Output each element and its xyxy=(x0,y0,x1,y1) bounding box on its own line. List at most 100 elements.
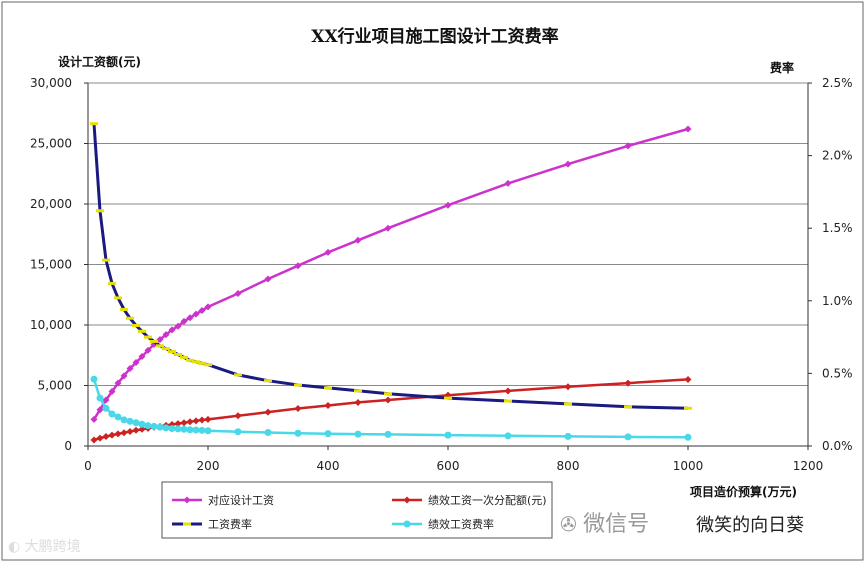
x-tick-label: 1200 xyxy=(793,459,824,473)
data-point xyxy=(384,396,392,404)
data-point xyxy=(186,314,194,322)
data-point xyxy=(504,432,512,440)
data-point xyxy=(403,520,411,528)
y2-tick-label: 1.5% xyxy=(822,221,853,235)
series-绩效工资一次分配额(元) xyxy=(90,375,692,444)
y2-tick-label: 1.0% xyxy=(822,294,853,308)
data-point xyxy=(126,427,134,435)
grid xyxy=(88,82,808,386)
series-工资费率 xyxy=(90,122,692,410)
data-point xyxy=(114,430,122,438)
data-point xyxy=(354,236,362,244)
data-point xyxy=(168,326,176,334)
x-tick-label: 800 xyxy=(557,459,580,473)
wechat-icon: ✇ xyxy=(560,512,584,536)
legend-label: 绩效工资费率 xyxy=(428,517,494,531)
data-point xyxy=(564,383,572,391)
data-point xyxy=(204,415,212,423)
data-point xyxy=(174,322,182,330)
x-tick-label: 0 xyxy=(84,459,92,473)
data-point xyxy=(102,404,110,412)
data-point xyxy=(132,419,140,427)
data-point xyxy=(186,426,194,434)
y-tick-label: 30,000 xyxy=(30,76,72,90)
data-point xyxy=(198,416,206,424)
data-point xyxy=(156,423,164,431)
data-point xyxy=(102,396,110,404)
data-point xyxy=(192,426,200,434)
data-point xyxy=(162,331,170,339)
data-point xyxy=(192,310,200,318)
data-point xyxy=(324,401,332,409)
legend-label: 绩效工资一次分配额(元) xyxy=(428,493,547,507)
watermark-logo-icon: ◐ xyxy=(8,539,25,555)
data-point xyxy=(108,410,116,418)
tick-labels: 0 5,000 10,000 15,000 20,000 25,000 30,000 0.0%… xyxy=(30,76,853,473)
data-point xyxy=(168,425,176,433)
data-point xyxy=(120,372,128,380)
x-tick-label: 600 xyxy=(437,459,460,473)
data-point xyxy=(564,432,572,440)
x-tick-label: 1000 xyxy=(673,459,704,473)
y2-tick-label: 0.0% xyxy=(822,439,853,453)
y2-tick-label: 2.0% xyxy=(822,149,853,163)
data-point xyxy=(180,425,188,433)
data-point xyxy=(96,434,104,442)
data-point xyxy=(150,422,158,430)
data-point xyxy=(354,398,362,406)
data-point xyxy=(234,290,242,298)
data-point xyxy=(294,429,302,437)
series-绩效工资费率 xyxy=(90,375,692,441)
data-point xyxy=(126,417,134,425)
data-point xyxy=(324,430,332,438)
data-point xyxy=(96,406,104,414)
watermark-wechat-text: 微信号 xyxy=(583,512,650,537)
y2-tick-label: 0.5% xyxy=(822,366,853,380)
data-point xyxy=(204,303,212,311)
data-point xyxy=(144,422,152,430)
x-tick-label: 200 xyxy=(197,459,220,473)
data-point xyxy=(684,433,692,441)
data-point xyxy=(174,425,182,433)
data-point xyxy=(198,306,206,314)
data-point xyxy=(264,408,272,416)
series-group xyxy=(90,122,692,444)
chart-title: XX行业项目施工图设计工资费率 xyxy=(311,26,558,47)
watermark-left-text: 大鹏跨境 xyxy=(24,539,81,555)
data-point xyxy=(120,429,128,437)
data-point xyxy=(162,424,170,432)
data-point xyxy=(444,431,452,439)
data-point xyxy=(180,419,188,427)
watermark-left: ◐ 大鹏跨境 xyxy=(8,536,81,556)
y-tick-label: 10,000 xyxy=(30,318,72,332)
data-point xyxy=(90,375,98,383)
data-point xyxy=(180,317,188,325)
watermark-right: ✇ 微信号 微笑的向日葵 xyxy=(560,506,804,538)
data-point xyxy=(198,426,206,434)
data-point xyxy=(294,404,302,412)
axes xyxy=(84,82,812,450)
y-tick-label: 5,000 xyxy=(38,379,72,393)
data-point xyxy=(403,496,411,504)
data-point xyxy=(204,427,212,435)
data-point xyxy=(96,394,104,402)
data-point xyxy=(174,420,182,428)
data-point xyxy=(120,416,128,424)
data-point xyxy=(624,379,632,387)
data-point xyxy=(684,125,692,133)
data-point xyxy=(624,433,632,441)
y-tick-label: 0 xyxy=(64,439,72,453)
legend: 对应设计工资 绩效工资一次分配额(元) 工资费率 绩效工资费率 xyxy=(172,493,547,531)
data-point xyxy=(90,415,98,423)
data-point xyxy=(114,379,122,387)
y-tick-label: 20,000 xyxy=(30,197,72,211)
data-point xyxy=(684,375,692,383)
data-point xyxy=(504,179,512,187)
legend-label: 对应设计工资 xyxy=(208,493,274,507)
data-point xyxy=(108,388,116,396)
y-axis-label: 设计工资额(元) xyxy=(58,54,141,69)
y-tick-label: 15,000 xyxy=(30,258,72,272)
data-point xyxy=(324,248,332,256)
y2-tick-label: 2.5% xyxy=(822,76,853,90)
data-point xyxy=(102,433,110,441)
